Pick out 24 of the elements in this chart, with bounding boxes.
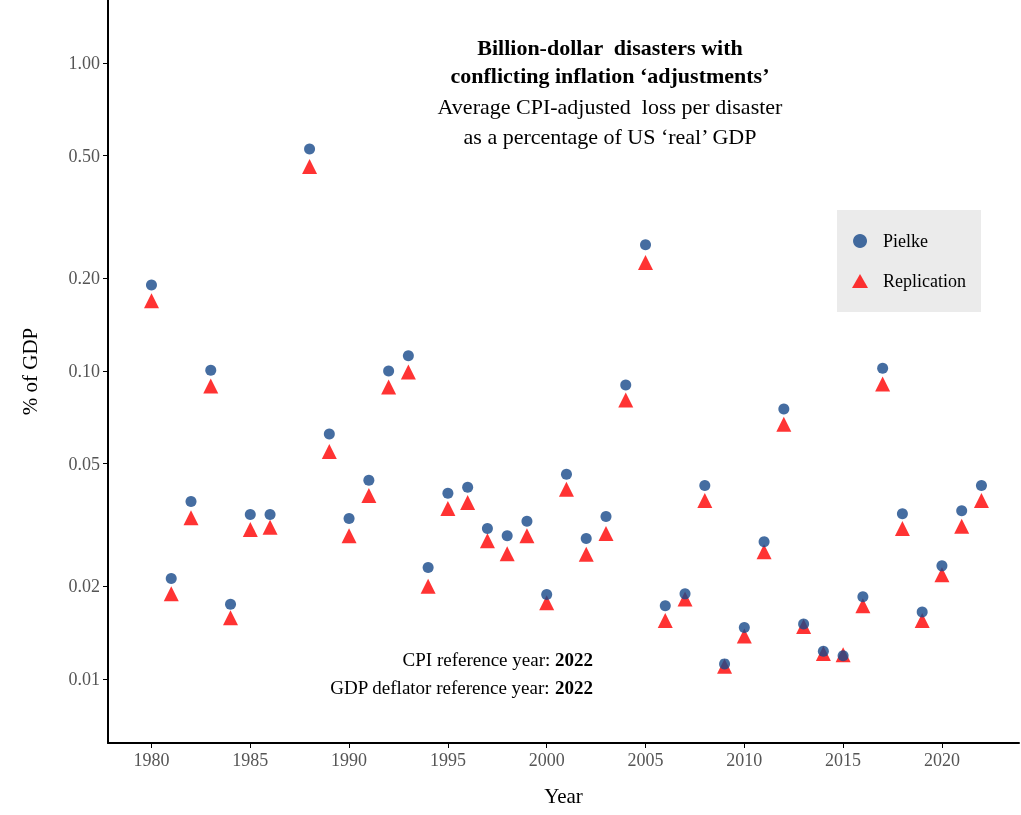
x-axis-title: Year: [544, 783, 583, 808]
annotation: CPI reference year: 2022: [402, 649, 593, 670]
x-tick-label: 1995: [429, 750, 466, 770]
y-tick-label: 0.50: [68, 145, 100, 166]
x-tick-label: 2005: [627, 750, 664, 770]
y-tick-label: 1.00: [68, 52, 100, 73]
y-tick-label: 0.02: [68, 576, 100, 597]
y-tick-label: 0.20: [68, 268, 100, 289]
x-tick-label: 2015: [825, 750, 862, 770]
text: Billion-dollar disasters with conflicting inflation ‘adjustments’: [450, 34, 770, 88]
x-tick-label: 1980: [133, 750, 170, 770]
y-tick-label: 0.05: [68, 453, 100, 474]
x-tick-label: 2000: [528, 750, 565, 770]
y-tick-label: 0.10: [68, 360, 100, 381]
x-tick-label: 1990: [331, 750, 368, 770]
y-axis-title: % of GDP: [17, 327, 42, 416]
x-tick-label: 1985: [232, 750, 269, 770]
legend-label: Replication: [883, 271, 967, 291]
x-tick-label: 2010: [726, 750, 763, 770]
legend-label: Pielke: [883, 231, 929, 251]
text: Average CPI-adjusted loss per disaster as a percentage of US ‘real’ GDP: [437, 93, 784, 149]
y-tick-label: 0.01: [68, 669, 100, 690]
annotation: GDP deflator reference year: 2022: [330, 677, 593, 698]
x-tick-label: 2020: [923, 750, 960, 770]
